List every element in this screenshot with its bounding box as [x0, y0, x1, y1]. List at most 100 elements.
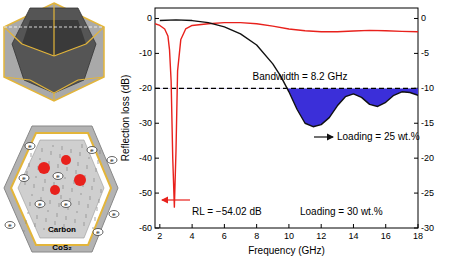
- speckle: [62, 187, 63, 188]
- y2-tick: [414, 158, 418, 159]
- y-tick: [155, 53, 159, 54]
- core: [18, 140, 104, 238]
- speckle: [79, 152, 80, 153]
- annotation: Loading = 30 wt.%: [300, 206, 383, 217]
- y-tick: [155, 158, 159, 159]
- speckle: [25, 220, 26, 221]
- x-tick: [224, 224, 225, 228]
- speckle: [58, 205, 59, 206]
- speckle: [99, 150, 100, 151]
- edge: [86, 27, 104, 44]
- x-tick-label: 8: [254, 231, 259, 241]
- speckle: [86, 165, 87, 166]
- speckle: [71, 190, 72, 191]
- speckle: [76, 211, 77, 212]
- x-tick: [385, 224, 386, 228]
- annotation-arrow: [162, 199, 190, 200]
- annotations: Bandwidth = 8.2 GHzLoading = 25 wt.%RL =…: [162, 71, 420, 217]
- electron-label: e: [38, 201, 42, 207]
- speckle: [61, 146, 62, 147]
- y-tick-label: -20: [139, 83, 152, 93]
- speckle: [33, 186, 34, 187]
- annotation-arrow: [314, 136, 333, 137]
- speckle: [66, 169, 67, 170]
- electron: [87, 147, 97, 154]
- speckle: [88, 157, 89, 158]
- x-tick-label: 4: [190, 231, 195, 241]
- speckle: [27, 212, 28, 213]
- x-tick-label: 2: [157, 231, 162, 241]
- y-tick-label: -60: [139, 223, 152, 233]
- speckle: [24, 183, 25, 184]
- speckle: [86, 167, 87, 168]
- electron-label: e: [96, 229, 100, 235]
- speckle: [34, 225, 35, 226]
- y2-tick-label: -5: [421, 48, 429, 58]
- annotation: Loading = 25 wt.%: [337, 131, 420, 142]
- speckle: [97, 162, 98, 163]
- speckle: [25, 222, 26, 223]
- speckle: [78, 203, 79, 204]
- y2-tick: [414, 18, 418, 19]
- y2-tick-label: -10: [421, 83, 434, 93]
- x-tick-label: 16: [381, 231, 391, 241]
- particle: [61, 155, 71, 165]
- speckle: [48, 161, 49, 162]
- speckle: [99, 152, 100, 153]
- speckle: [98, 201, 99, 202]
- speckle: [96, 209, 97, 210]
- x-tick-label: 6: [222, 231, 227, 241]
- speckle: [77, 162, 78, 163]
- speckle: [100, 189, 101, 190]
- speckle: [100, 191, 101, 192]
- speckle: [65, 216, 66, 217]
- speckle: [57, 166, 58, 167]
- speckle: [41, 148, 42, 149]
- speckle: [75, 172, 76, 173]
- x-tick: [288, 224, 289, 228]
- speckle: [70, 151, 71, 152]
- speckle: [92, 227, 93, 228]
- y-tick: [155, 18, 159, 19]
- speckle: [45, 220, 46, 221]
- speckle: [44, 181, 45, 182]
- speckle: [57, 164, 58, 165]
- speckle: [26, 171, 27, 172]
- speckle: [49, 200, 50, 201]
- speckle: [53, 182, 54, 183]
- x-tick: [418, 224, 419, 228]
- electron: [109, 211, 119, 218]
- speckle: [56, 213, 57, 214]
- y2-tick-label: -20: [421, 153, 434, 163]
- speckle: [59, 156, 60, 157]
- speckle: [94, 217, 95, 218]
- electron-label: e: [64, 201, 68, 207]
- y2-tick: [414, 123, 418, 124]
- core-shell-schematic: eeeeeeeeeeCarbonCoS₂: [4, 126, 119, 252]
- annotation: RL = −54.02 dB: [192, 206, 262, 217]
- x-tick: [159, 224, 160, 228]
- y2-tick: [414, 53, 418, 54]
- electron: [35, 201, 45, 208]
- speckle: [96, 207, 97, 208]
- x-tick: [256, 224, 257, 228]
- speckle: [39, 158, 40, 159]
- speckle: [60, 197, 61, 198]
- speckle: [59, 154, 60, 155]
- plot-area: [155, 20, 418, 207]
- speckle: [89, 198, 90, 199]
- edge: [4, 77, 30, 80]
- speckle: [93, 180, 94, 181]
- speckle: [65, 218, 66, 219]
- speckle: [52, 145, 53, 146]
- speckle: [28, 163, 29, 164]
- polyhedron-schematic: [4, 3, 104, 101]
- shell-inner-line: [11, 133, 111, 245]
- speckle: [91, 186, 92, 187]
- speckle: [69, 198, 70, 199]
- edge-dashed: [4, 27, 104, 28]
- edge: [53, 93, 54, 101]
- electron: [19, 175, 29, 182]
- y2-tick: [414, 193, 418, 194]
- edge: [53, 3, 54, 56]
